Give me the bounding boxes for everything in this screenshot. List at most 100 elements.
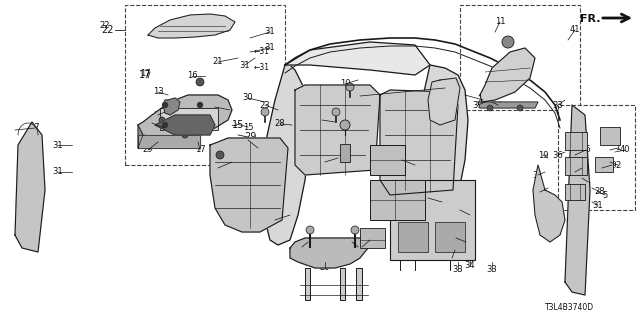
- Text: 16: 16: [187, 71, 197, 81]
- Text: 30: 30: [243, 93, 253, 102]
- Bar: [565, 184, 585, 200]
- Text: 31: 31: [52, 140, 63, 149]
- Text: 22: 22: [100, 25, 113, 35]
- Text: 33: 33: [493, 100, 504, 109]
- Text: 31: 31: [593, 201, 604, 210]
- Circle shape: [340, 120, 350, 130]
- Text: 29: 29: [253, 143, 263, 153]
- Bar: [390, 180, 475, 260]
- Text: 36: 36: [552, 150, 563, 159]
- Bar: [340, 268, 345, 300]
- Text: 28: 28: [534, 188, 545, 196]
- Bar: [125, 5, 285, 165]
- Bar: [340, 144, 350, 162]
- Text: 17: 17: [139, 70, 151, 80]
- Text: 34: 34: [447, 253, 458, 262]
- Polygon shape: [428, 78, 460, 125]
- Text: 3: 3: [572, 167, 578, 177]
- Text: 29: 29: [143, 146, 153, 155]
- Polygon shape: [148, 14, 235, 38]
- Circle shape: [487, 105, 493, 111]
- Text: 11: 11: [495, 18, 505, 27]
- Bar: [305, 268, 310, 300]
- Text: 24: 24: [147, 118, 157, 127]
- Text: 33: 33: [452, 266, 463, 275]
- Circle shape: [159, 117, 165, 123]
- Text: 7: 7: [323, 157, 328, 166]
- Text: 21: 21: [212, 58, 223, 67]
- Circle shape: [216, 151, 224, 159]
- Text: 41: 41: [570, 26, 580, 35]
- Polygon shape: [155, 115, 215, 135]
- Text: 17: 17: [189, 138, 201, 148]
- Text: 37: 37: [355, 92, 365, 100]
- Text: ←31: ←31: [254, 63, 270, 73]
- Circle shape: [182, 132, 188, 138]
- Text: 29: 29: [244, 132, 256, 142]
- Circle shape: [346, 83, 354, 91]
- Bar: [565, 157, 587, 175]
- Text: 15: 15: [243, 123, 253, 132]
- Polygon shape: [163, 98, 180, 115]
- Circle shape: [163, 102, 168, 108]
- Text: 33: 33: [552, 100, 563, 109]
- Text: 2: 2: [616, 161, 621, 170]
- Text: 20: 20: [320, 263, 330, 273]
- Text: FR.: FR.: [580, 14, 600, 24]
- Text: 1: 1: [616, 143, 621, 153]
- Bar: [160, 108, 218, 130]
- Text: 22: 22: [100, 21, 110, 30]
- Text: 31: 31: [240, 60, 250, 69]
- Text: 5: 5: [602, 190, 607, 199]
- Bar: [565, 132, 587, 150]
- Polygon shape: [138, 95, 232, 138]
- Bar: [595, 157, 613, 172]
- Text: 28: 28: [210, 102, 220, 111]
- Text: 31: 31: [532, 171, 543, 180]
- Text: 33: 33: [472, 100, 483, 109]
- Polygon shape: [295, 85, 380, 175]
- Text: 17: 17: [140, 69, 150, 78]
- Bar: [356, 268, 362, 300]
- Bar: [360, 228, 385, 248]
- Text: 19: 19: [538, 150, 548, 159]
- Text: 29: 29: [149, 138, 161, 148]
- Bar: [370, 145, 405, 175]
- Text: 25: 25: [477, 95, 488, 105]
- Polygon shape: [138, 135, 200, 148]
- Text: 32: 32: [353, 243, 364, 252]
- Text: 18: 18: [410, 161, 420, 170]
- Text: 9: 9: [463, 237, 468, 246]
- Text: 10: 10: [340, 79, 350, 89]
- Polygon shape: [263, 65, 310, 245]
- Circle shape: [502, 36, 514, 48]
- Circle shape: [198, 102, 202, 108]
- Bar: [600, 127, 620, 145]
- Text: 34: 34: [269, 215, 280, 225]
- Text: 6: 6: [319, 116, 324, 124]
- Text: 8: 8: [467, 211, 473, 220]
- Text: 12: 12: [356, 243, 367, 252]
- Text: 31: 31: [265, 28, 275, 36]
- Polygon shape: [290, 238, 368, 268]
- Polygon shape: [480, 48, 535, 102]
- Circle shape: [196, 78, 204, 86]
- Polygon shape: [15, 122, 45, 252]
- Polygon shape: [533, 165, 565, 242]
- Text: 15: 15: [232, 120, 244, 130]
- Polygon shape: [478, 102, 538, 108]
- Polygon shape: [210, 138, 288, 232]
- Text: 26: 26: [580, 146, 591, 155]
- Polygon shape: [380, 90, 458, 195]
- Bar: [370, 180, 425, 220]
- Text: ←31: ←31: [254, 47, 270, 57]
- Polygon shape: [415, 65, 468, 240]
- Polygon shape: [138, 125, 143, 148]
- Text: 40: 40: [620, 146, 630, 155]
- Text: 27: 27: [29, 124, 40, 132]
- Polygon shape: [285, 42, 430, 75]
- Bar: [435, 222, 465, 252]
- Text: T3L4B3740D: T3L4B3740D: [545, 303, 595, 313]
- Text: 28: 28: [275, 119, 285, 129]
- Circle shape: [332, 108, 340, 116]
